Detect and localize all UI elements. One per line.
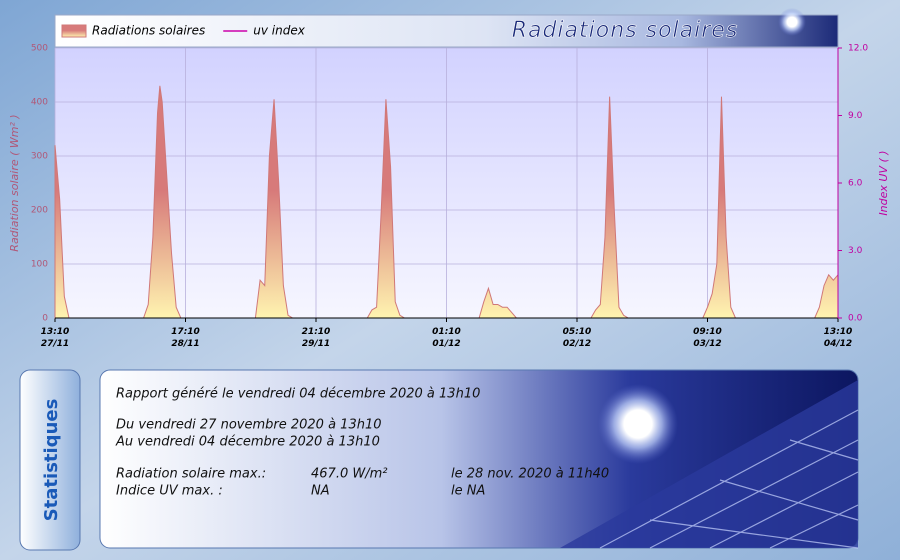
y2-tick-label: 12.0 — [848, 44, 868, 54]
solar-panel — [560, 380, 858, 548]
panel-lines — [599, 409, 859, 549]
y-tick-label: 400 — [31, 98, 48, 108]
stats-tab — [19, 369, 81, 551]
y-tick-label: 0 — [42, 314, 48, 324]
stats-value: 467.0 W/m² — [311, 467, 387, 482]
x-tick-label: 13:10 04/12 — [823, 327, 853, 349]
area — [54, 85, 839, 319]
stats-date: le 28 nov. 2020 à 11h40 — [451, 467, 609, 482]
stats-generated: Rapport généré le vendredi 04 décembre 2… — [116, 387, 480, 402]
x-tick-label: 01:10 01/12 — [432, 327, 461, 349]
sun-icon — [778, 8, 806, 36]
sun-image — [598, 384, 678, 464]
legend-label: Radiations solaires — [92, 24, 205, 38]
stats-from: Du vendredi 27 novembre 2020 à 13h10 — [116, 418, 382, 433]
stats-value: NA — [311, 484, 330, 499]
y-tick-label: 500 — [31, 44, 48, 54]
x-tick-label: 05:10 02/12 — [562, 327, 592, 349]
y2-tick-label: 3.0 — [848, 246, 863, 256]
x-tick-label: 17:10 28/11 — [171, 327, 200, 349]
y-tick-label: 200 — [31, 206, 48, 216]
x-tick-label: 09:10 03/12 — [693, 327, 722, 349]
stats-to: Au vendredi 04 décembre 2020 à 13h10 — [115, 435, 380, 450]
legend-swatch — [61, 24, 87, 38]
y2-tick-label: 6.0 — [848, 179, 863, 189]
y-axis-title: Radiation solaire ( Wm² ) — [8, 114, 21, 251]
x-tick-label: 21:10 29/11 — [301, 327, 331, 349]
y2-tick-label: 0.0 — [848, 314, 863, 324]
y2-axis-title: Index UV ( ) — [877, 150, 890, 215]
x-tick-label: 13:10 27/11 — [40, 327, 70, 349]
legend-label: uv index — [253, 24, 305, 38]
stats-date: le NA — [451, 484, 485, 499]
y2-tick-label: 9.0 — [848, 111, 863, 121]
legend-box — [54, 14, 839, 48]
stats: Statistiques Rapport généré le vendredi … — [19, 369, 859, 551]
stats-label: Indice UV max. : — [116, 484, 223, 499]
stats-label: Radiation solaire max.: — [116, 467, 266, 482]
chart-title: Radiations solaires — [512, 18, 739, 43]
y-tick-label: 100 — [31, 260, 48, 270]
y-tick-label: 300 — [31, 152, 48, 162]
stats-title: Statistiques — [41, 399, 62, 522]
